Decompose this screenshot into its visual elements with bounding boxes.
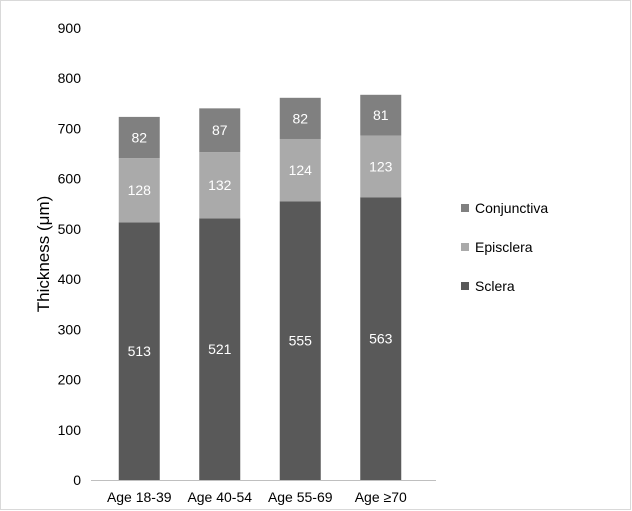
x-tick-label: Age 18-39 — [107, 489, 172, 505]
legend-label: Episclera — [475, 239, 533, 255]
legend-item: Conjunctiva — [461, 200, 548, 216]
y-tick-label: 100 — [58, 422, 82, 438]
x-tick-label: Age 40-54 — [187, 489, 252, 505]
y-tick-label: 900 — [58, 20, 82, 36]
legend-item: Sclera — [461, 278, 515, 294]
data-label: 128 — [128, 182, 152, 198]
x-tick-label: Age ≥70 — [355, 489, 407, 505]
x-tick-label: Age 55-69 — [268, 489, 333, 505]
x-axis: Age 18-39 Age 40-54 Age 55-69 Age ≥70 — [91, 480, 436, 505]
y-tick-label: 0 — [73, 472, 81, 488]
bar-segment-conjunctiva — [279, 97, 321, 139]
bar-segment-sclera — [360, 197, 402, 480]
legend-label: Sclera — [475, 278, 515, 294]
bar-segment-episclera — [118, 158, 160, 223]
y-tick-label: 400 — [58, 271, 82, 287]
y-tick-label: 700 — [58, 120, 82, 136]
bar-segment-conjunctiva — [199, 108, 241, 153]
y-tick-label: 500 — [58, 221, 82, 237]
y-axis-ticks: 0 100 200 300 400 500 600 700 800 900 — [58, 20, 82, 488]
data-label: 513 — [128, 343, 152, 359]
y-tick-label: 600 — [58, 171, 82, 187]
data-label: 521 — [208, 341, 232, 357]
bar-segment-conjunctiva — [360, 94, 402, 136]
legend-label: Conjunctiva — [475, 200, 548, 216]
legend: Conjunctiva Episclera Sclera — [461, 200, 548, 294]
y-tick-label: 800 — [58, 70, 82, 86]
data-label: 132 — [208, 177, 232, 193]
bar-stack: 563 123 81 — [360, 94, 402, 480]
y-axis-title-group: Thickness (μm) — [34, 196, 53, 313]
y-axis-title: Thickness (μm) — [34, 196, 53, 313]
data-label: 563 — [369, 331, 393, 347]
bar-segment-episclera — [199, 152, 241, 219]
bar-stack: 555 124 82 — [279, 97, 321, 480]
bar-stack: 513 128 82 — [118, 116, 160, 481]
bar-segment-episclera — [360, 135, 402, 198]
bar-segment-sclera — [279, 201, 321, 480]
bar-segment-sclera — [118, 222, 160, 481]
data-label: 124 — [289, 162, 313, 178]
y-tick-label: 200 — [58, 372, 82, 388]
data-label: 123 — [369, 158, 393, 174]
data-label: 82 — [292, 110, 308, 126]
legend-swatch — [461, 243, 469, 251]
bar-segment-episclera — [279, 138, 321, 202]
data-label: 82 — [131, 129, 147, 145]
legend-item: Episclera — [461, 239, 533, 255]
legend-swatch — [461, 282, 469, 290]
bars: 513 128 82 521 132 87 555 124 82 563 123 81 — [118, 94, 402, 481]
bar-stack: 521 132 87 — [199, 108, 241, 480]
y-tick-label: 300 — [58, 321, 82, 337]
data-label: 81 — [373, 107, 389, 123]
bar-segment-sclera — [199, 218, 241, 480]
bar-segment-conjunctiva — [118, 116, 160, 159]
data-label: 555 — [289, 333, 313, 349]
data-label: 87 — [212, 122, 228, 138]
legend-swatch — [461, 204, 469, 212]
